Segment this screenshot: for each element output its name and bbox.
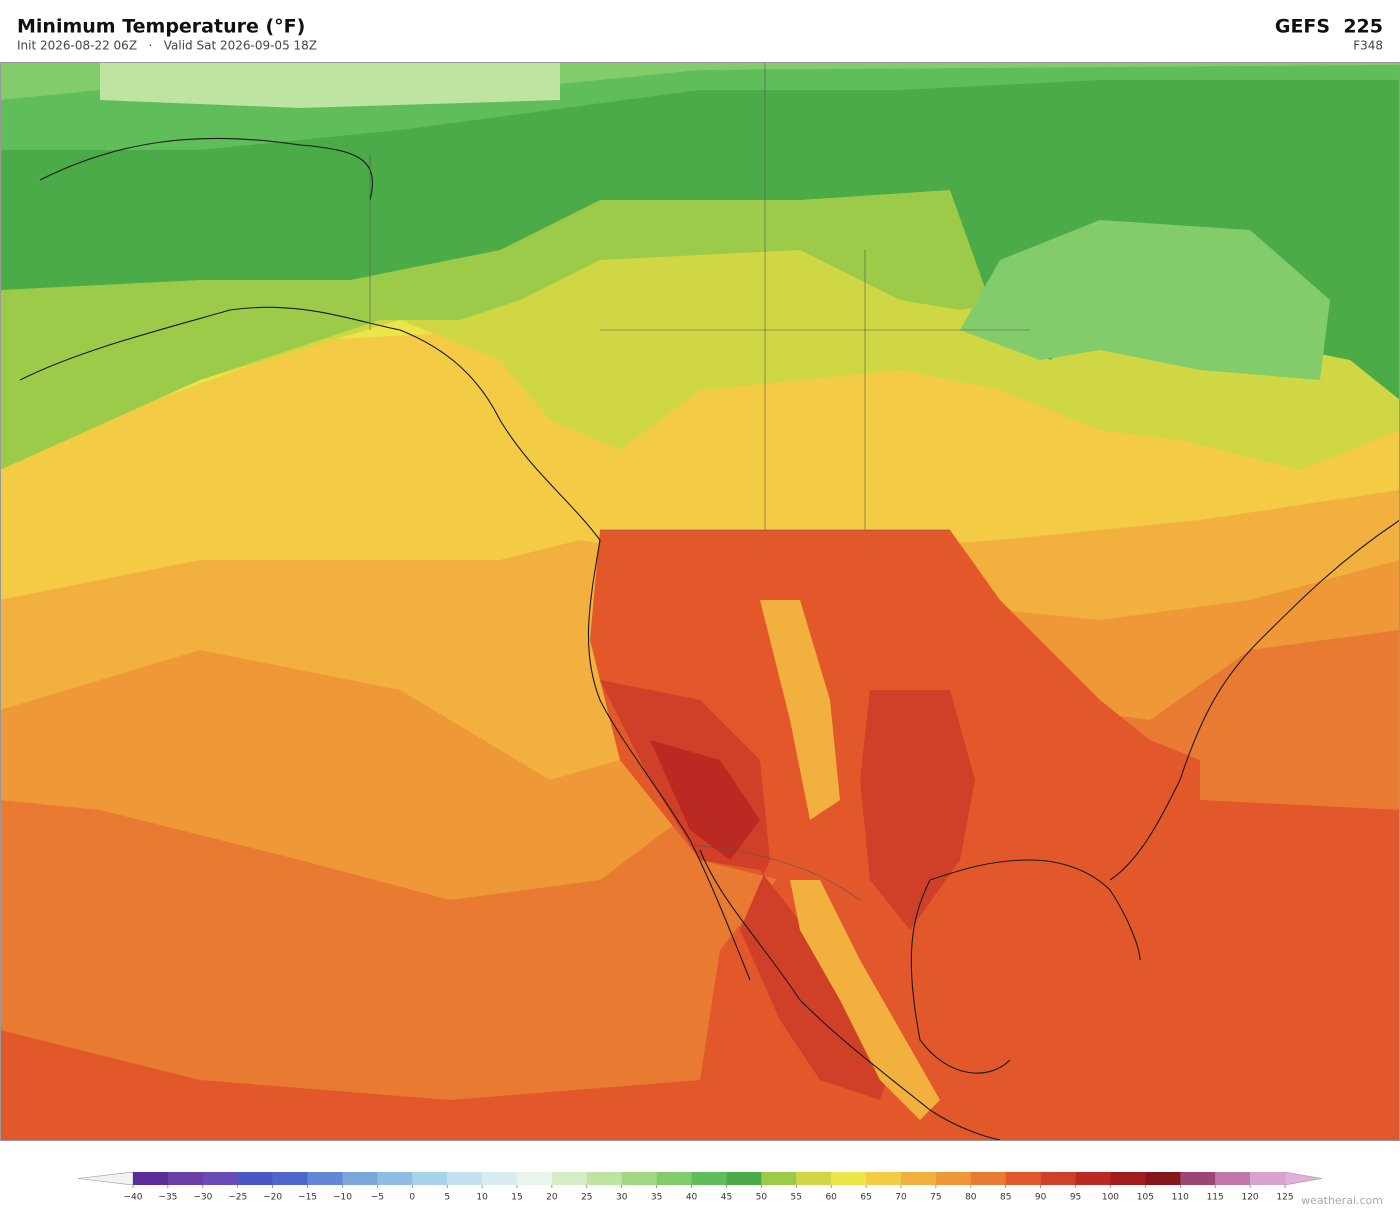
colorbar-segment	[691, 1172, 727, 1185]
colorbar-segment	[202, 1172, 239, 1185]
colorbar-segment	[447, 1172, 483, 1185]
subtitle: Init 2026-08-22 06Z · Valid Sat 2026-09-…	[17, 39, 317, 53]
colorbar-segment	[482, 1172, 518, 1185]
colorbar-segment	[517, 1172, 553, 1185]
colorbar-tick-label: −35	[158, 1193, 177, 1203]
colorbar: −40 −35 −30 −25 −20 −15 −10 −5 0 5 10 15 20 25 30 35 40 4…	[77, 1171, 1323, 1203]
colorbar-tick-label: 80	[965, 1193, 977, 1203]
colorbar-tick-label: −20	[263, 1193, 282, 1203]
borders	[369, 62, 1030, 901]
colorbar-tick-label: 70	[895, 1193, 907, 1203]
field-rockies	[760, 600, 840, 820]
colorbar-tick-label: 15	[511, 1193, 522, 1203]
colorbar-segment	[1180, 1172, 1216, 1185]
colorbar-segment	[935, 1172, 972, 1185]
model-label: GEFS 225	[1275, 16, 1383, 38]
colorbar-segment	[726, 1172, 762, 1185]
colorbar-segment	[831, 1172, 867, 1185]
colorbar-tick-label: 35	[651, 1193, 662, 1203]
colorbar-segment	[342, 1172, 378, 1185]
colorbar-tick-label: 120	[1241, 1193, 1258, 1203]
colorbar-tick-label: 20	[546, 1193, 558, 1203]
field-highlands	[790, 880, 940, 1120]
colorbar-tick-label: 10	[476, 1193, 488, 1203]
colorbar-segment	[621, 1172, 657, 1185]
field-plains	[860, 690, 975, 930]
colorbar-segment	[272, 1172, 308, 1185]
colorbar-tick-label: −5	[371, 1193, 384, 1203]
forecast-hour: F348	[1353, 39, 1383, 53]
colorbar-tick-label: 110	[1172, 1193, 1189, 1203]
colorbar-tick-label: −10	[333, 1193, 352, 1203]
colorbar-segment	[1075, 1172, 1111, 1185]
colorbar-tick-label: 100	[1102, 1193, 1119, 1203]
colorbar-segment	[377, 1172, 413, 1185]
colorbar-segment	[1250, 1172, 1286, 1185]
field-30	[100, 62, 560, 108]
colorbar-segment	[1215, 1172, 1251, 1185]
colorbar-segment	[167, 1172, 204, 1185]
colorbar-tick-label: 95	[1070, 1193, 1081, 1203]
coastline	[19, 137, 1400, 1140]
colorbar-segment	[412, 1172, 448, 1185]
colorbar-tick-label: 45	[721, 1193, 732, 1203]
colorbar-segment	[656, 1172, 692, 1185]
colorbar-segment	[761, 1172, 797, 1185]
colorbar-tick-label: −15	[298, 1193, 317, 1203]
colorbar-segment	[237, 1172, 273, 1185]
colorbar-tick-label: 30	[616, 1193, 628, 1203]
colorbar-tick-label: 125	[1276, 1193, 1293, 1203]
colorbar-tick-label: 85	[1000, 1193, 1011, 1203]
colorbar-tick-label: 65	[860, 1193, 871, 1203]
colorbar-segment	[551, 1172, 588, 1185]
map	[0, 62, 1400, 1141]
colorbar-tick-label: 55	[791, 1193, 802, 1203]
colorbar-tick-label: −25	[228, 1193, 247, 1203]
field-hudson	[960, 220, 1330, 380]
colorbar-segment	[307, 1172, 343, 1185]
watermark: weatherai.com	[1301, 1194, 1383, 1207]
colorbar-tick-label: 0	[409, 1193, 415, 1203]
colorbar-segment	[866, 1172, 902, 1185]
colorbar-segment	[1040, 1172, 1076, 1185]
colorbar-tick-label: 90	[1035, 1193, 1047, 1203]
colorbar-tick-label: −40	[124, 1193, 143, 1203]
field-desert	[650, 740, 760, 860]
colorbar-segment	[1110, 1172, 1146, 1185]
colorbar-segment	[133, 1172, 169, 1185]
colorbar-tick-label: 105	[1137, 1193, 1154, 1203]
colorbar-tick-label: 75	[930, 1193, 941, 1203]
colorbar-tick-label: 5	[444, 1193, 450, 1203]
colorbar-tick-label: 60	[825, 1193, 837, 1203]
colorbar-segment	[970, 1172, 1007, 1185]
colorbar-tick-label: −30	[193, 1193, 212, 1203]
colorbar-segment	[901, 1172, 937, 1185]
colorbar-segment	[796, 1172, 832, 1185]
colorbar-tick-label: 25	[581, 1193, 592, 1203]
colorbar-tick-label: 115	[1207, 1193, 1224, 1203]
colorbar-segment	[586, 1172, 623, 1185]
colorbar-tick-label: 40	[686, 1193, 698, 1203]
title: Minimum Temperature (°F)	[17, 16, 305, 38]
colorbar-tick-label: 50	[756, 1193, 768, 1203]
colorbar-segment	[1145, 1172, 1181, 1185]
colorbar-segment	[1005, 1172, 1041, 1185]
